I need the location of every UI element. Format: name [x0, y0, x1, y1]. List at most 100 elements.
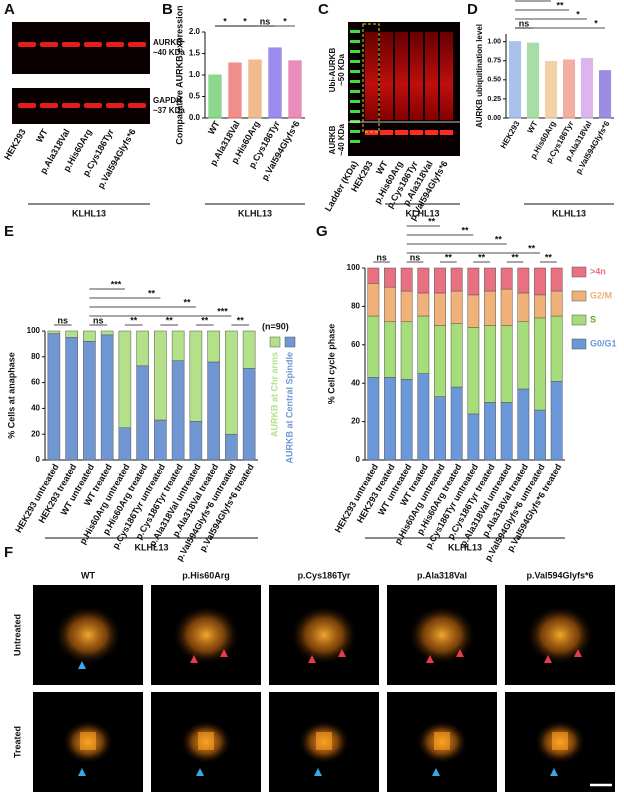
sig-label: *	[283, 16, 287, 26]
sig-label: **	[445, 252, 453, 262]
y-tick-label: 20	[31, 429, 40, 438]
sig-label: *	[594, 18, 598, 28]
cell	[526, 605, 594, 665]
bar-segment	[484, 325, 496, 403]
sig-label: ns	[93, 315, 104, 325]
bar-segment	[207, 361, 220, 461]
panel-label: B	[162, 1, 173, 18]
bar-segment	[517, 388, 530, 461]
band-size: ~50 KDa	[337, 54, 346, 86]
blot-band	[106, 103, 124, 108]
bar-segment	[118, 427, 132, 461]
blot-smear	[410, 32, 423, 120]
arrowhead	[574, 649, 582, 657]
arrowhead	[550, 768, 558, 776]
blot-smear	[440, 32, 453, 120]
y-tick-label: 0.75	[487, 58, 501, 65]
sig-label: **	[478, 252, 486, 262]
bar-segment	[417, 267, 430, 294]
legend-label: G2/M	[590, 290, 612, 300]
bar-segment	[467, 327, 480, 415]
band-protein: AURKB	[328, 125, 337, 154]
blot-band	[84, 103, 102, 108]
legend-swatch	[284, 336, 296, 348]
bar	[580, 57, 594, 119]
arrowhead	[220, 649, 228, 657]
blot-band	[128, 103, 146, 108]
bar	[228, 62, 242, 119]
note: (n=90)	[262, 321, 289, 331]
blot-band	[380, 130, 393, 135]
bar-segment	[484, 290, 496, 326]
y-tick-label: 100	[347, 263, 361, 272]
highlight-box	[362, 23, 380, 133]
legend-swatch	[571, 338, 587, 350]
bar-segment	[242, 330, 256, 369]
bar-segment	[467, 267, 480, 296]
sig-label: **	[461, 225, 469, 235]
group-label: KLHL13	[72, 208, 106, 218]
bar-segment	[136, 365, 149, 461]
arrowhead	[544, 655, 552, 663]
blot-band	[425, 130, 438, 135]
ladder-band	[350, 130, 360, 133]
bar-segment	[189, 421, 203, 461]
blot-band	[18, 42, 36, 47]
band-size: ~40 KDa	[153, 48, 185, 57]
bar-segment	[367, 315, 380, 378]
y-tick-label: 100	[27, 326, 41, 335]
bar-segment	[550, 290, 563, 317]
bar-segment	[484, 402, 496, 461]
lane-label: WT	[34, 127, 50, 145]
bar-segment	[367, 267, 380, 284]
blot-band	[62, 42, 80, 47]
bar-segment	[171, 330, 185, 361]
sig-label: **	[538, 0, 546, 1]
cell	[172, 605, 240, 665]
sig-label: ***	[217, 306, 228, 316]
arrowhead	[338, 649, 346, 657]
lane-label: HEK293	[2, 127, 28, 161]
ladder-band	[350, 40, 360, 43]
sig-label: **	[201, 315, 209, 325]
bar-segment	[550, 315, 563, 382]
group-label: KLHL13	[405, 208, 439, 218]
bar-segment	[500, 288, 513, 326]
ladder-band	[350, 140, 360, 143]
ladder-band	[350, 90, 360, 93]
bar-segment	[400, 321, 413, 380]
y-axis-label: % Cell cycle phase	[326, 324, 336, 405]
bar-segment	[136, 330, 149, 367]
group-label: KLHL13	[552, 208, 586, 218]
y-tick-label: 1.0	[189, 70, 201, 79]
bar	[544, 60, 558, 119]
midbody	[198, 732, 214, 750]
bar-segment	[484, 267, 496, 292]
y-tick-label: 20	[351, 417, 360, 426]
y-tick-label: 1.5	[189, 49, 201, 58]
bar-segment	[450, 386, 463, 461]
blot-smear	[365, 32, 378, 120]
bar	[268, 47, 282, 119]
blot-band	[128, 42, 146, 47]
arrowhead	[432, 768, 440, 776]
arrowhead	[308, 655, 316, 663]
bar-segment	[450, 267, 463, 292]
bar-segment	[189, 330, 203, 422]
ladder-band	[350, 60, 360, 63]
arrowhead	[456, 649, 464, 657]
y-tick-label: 60	[351, 340, 360, 349]
bar-segment	[450, 290, 463, 324]
bar-segment	[65, 330, 78, 338]
sig-label: **	[495, 234, 503, 244]
bar-segment	[534, 267, 546, 296]
legend-swatch	[269, 336, 281, 348]
bar-segment	[65, 337, 78, 461]
y-tick-label: 80	[351, 302, 360, 311]
bar-segment	[500, 267, 513, 290]
bar-segment	[534, 294, 546, 319]
sig-label: *	[223, 16, 227, 26]
bar	[508, 41, 522, 119]
